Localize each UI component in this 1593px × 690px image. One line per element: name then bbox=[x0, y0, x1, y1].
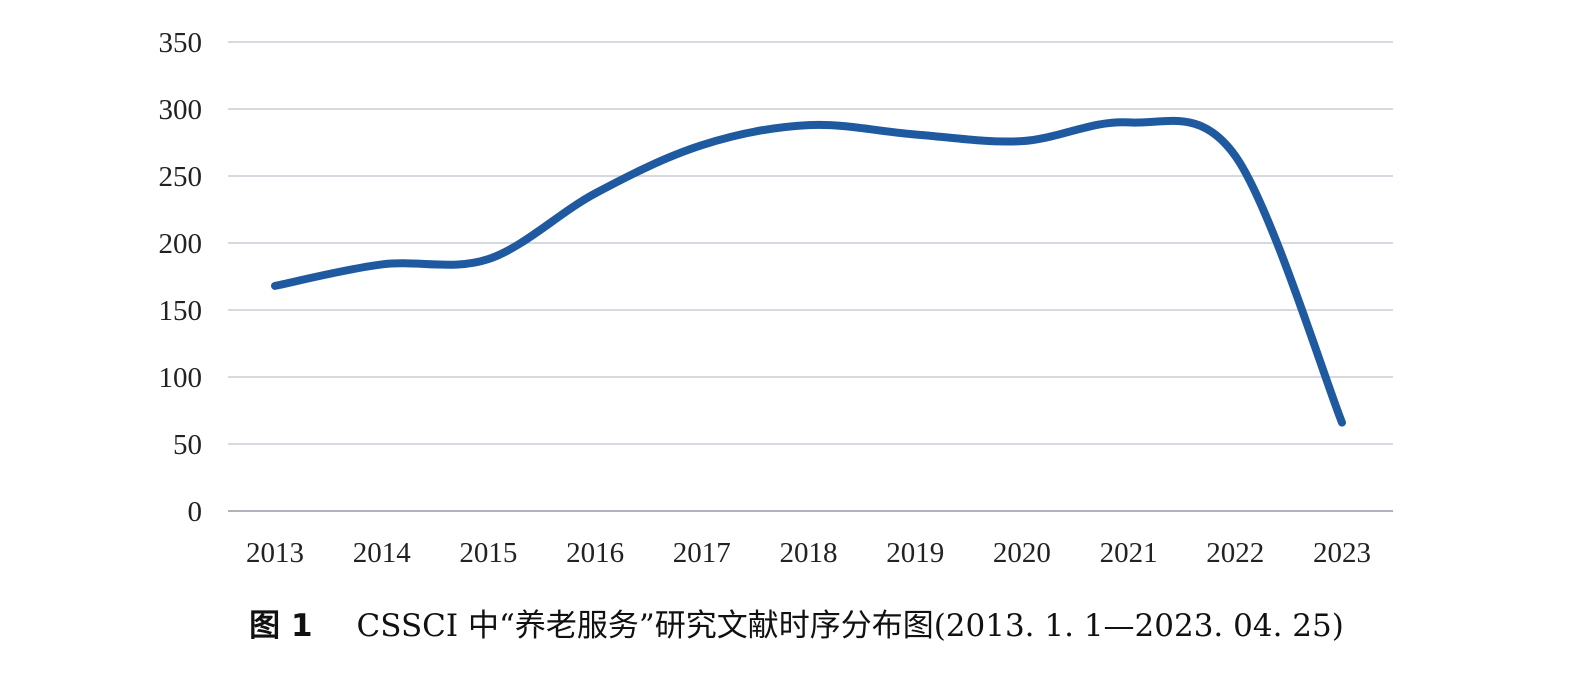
y-tick-label: 0 bbox=[188, 496, 203, 528]
series-line bbox=[271, 116, 1346, 427]
x-tick-label: 2021 bbox=[1100, 537, 1158, 569]
x-tick-label: 2018 bbox=[780, 537, 838, 569]
figure-number: 图 1 bbox=[249, 608, 313, 644]
y-axis-ticks: 0 50 100 150 200 250 300 350 bbox=[159, 27, 203, 528]
x-tick-label: 2015 bbox=[459, 537, 517, 569]
grid-lines bbox=[228, 41, 1393, 512]
figure-title: CSSCI 中“养老服务”研究文献时序分布图(2013. 1. 1—2023. … bbox=[356, 608, 1344, 644]
y-tick-label: 150 bbox=[159, 295, 203, 327]
y-tick-label: 300 bbox=[159, 94, 203, 126]
figure-caption: 图 1 CSSCI 中“养老服务”研究文献时序分布图(2013. 1. 1—202… bbox=[0, 600, 1593, 645]
x-tick-label: 2022 bbox=[1206, 537, 1264, 569]
x-axis-ticks: 2013 2014 2015 2016 2017 2018 2019 2020 2021 2022… bbox=[246, 537, 1371, 569]
x-tick-label: 2017 bbox=[673, 537, 731, 569]
y-tick-label: 250 bbox=[159, 161, 203, 193]
y-tick-label: 350 bbox=[159, 27, 203, 59]
y-tick-label: 200 bbox=[159, 228, 203, 260]
y-tick-label: 100 bbox=[159, 362, 203, 394]
x-tick-label: 2019 bbox=[886, 537, 944, 569]
x-tick-label: 2023 bbox=[1313, 537, 1371, 569]
x-tick-label: 2016 bbox=[566, 537, 624, 569]
x-tick-label: 2014 bbox=[353, 537, 412, 569]
x-tick-label: 2020 bbox=[993, 537, 1051, 569]
y-tick-label: 50 bbox=[173, 429, 202, 461]
x-tick-label: 2013 bbox=[246, 537, 304, 569]
